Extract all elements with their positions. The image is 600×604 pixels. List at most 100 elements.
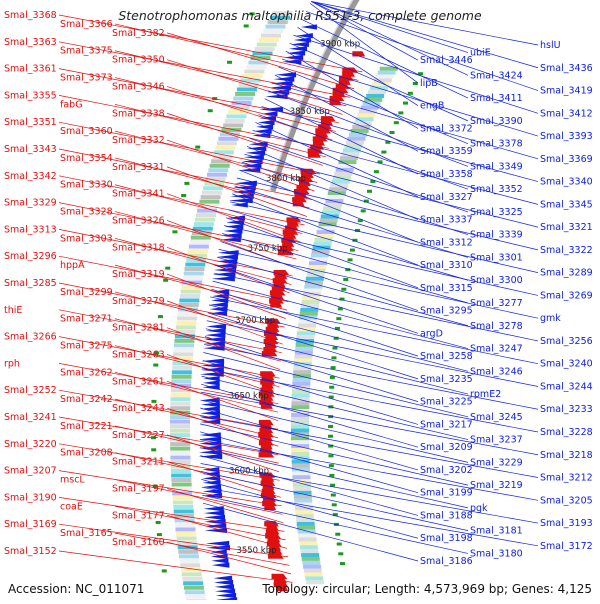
reverse-gene-arrow <box>293 37 311 43</box>
reverse-gene-label: Smal_3340 <box>540 177 593 188</box>
feature-stripe-inner <box>319 218 338 223</box>
forward-gene-label: Smal_3329 <box>4 198 57 209</box>
forward-gene-connector <box>166 112 323 166</box>
feature-stripe-inner <box>347 136 366 141</box>
feature-stripe-inner <box>360 105 379 110</box>
reverse-gene-label: Smal_3278 <box>470 321 523 332</box>
feature-stripe <box>192 226 213 231</box>
reverse-gene-connector <box>258 114 469 190</box>
gc-marker <box>336 317 342 321</box>
feature-stripe <box>172 356 193 361</box>
feature-stripe-inner <box>291 451 310 456</box>
feature-stripe <box>175 329 196 334</box>
forward-gene-label: Smal_3338 <box>112 108 165 119</box>
feature-stripe <box>180 289 201 294</box>
forward-gene-arrow <box>307 148 324 154</box>
feature-stripe <box>208 168 229 173</box>
reverse-gene-connector <box>252 130 539 205</box>
feature-stripe-inner <box>296 335 315 340</box>
forward-gene-label: Smal_3243 <box>112 403 165 414</box>
reverse-gene-label: Smal_3369 <box>540 154 593 165</box>
feature-stripe-inner <box>291 467 310 472</box>
reverse-gene-arrow <box>211 276 235 282</box>
feature-stripe <box>261 33 282 38</box>
reverse-gene-arrow <box>206 545 231 551</box>
gc-marker <box>332 513 338 517</box>
gc-marker <box>355 228 361 232</box>
scale-label: 3750 kbp <box>248 244 288 254</box>
feature-stripe <box>171 487 192 492</box>
feature-stripe <box>178 554 199 559</box>
reverse-gene-label: lipB <box>420 78 438 89</box>
forward-gene-label: Smal_3343 <box>4 144 57 155</box>
gc-marker-outer <box>184 181 190 185</box>
reverse-gene-arrow <box>286 50 306 56</box>
forward-gene-connector <box>58 523 289 558</box>
forward-gene-arrow <box>335 83 350 89</box>
forward-gene-label: Smal_3152 <box>4 546 57 557</box>
reverse-gene-arrow <box>202 493 223 499</box>
feature-stripe <box>213 150 234 155</box>
forward-gene-label: Smal_3332 <box>112 135 165 146</box>
feature-stripe <box>197 208 218 213</box>
forward-gene-label: Smal_3197 <box>112 483 165 494</box>
forward-gene-arrow <box>283 233 297 239</box>
reverse-gene-connector <box>311 1 539 46</box>
reverse-gene-connector <box>200 463 539 524</box>
feature-stripe <box>170 451 191 456</box>
reverse-gene-connector <box>311 1 539 69</box>
reverse-gene-connector <box>230 201 539 273</box>
reverse-gene-connector <box>239 169 419 243</box>
feature-stripe <box>172 495 193 500</box>
feature-stripe-inner <box>297 331 316 336</box>
forward-gene-label: thiE <box>4 305 22 316</box>
feature-stripe-inner <box>305 276 324 281</box>
feature-stripe <box>181 284 202 289</box>
reverse-gene-arrow <box>198 454 223 460</box>
feature-stripe <box>187 253 208 258</box>
forward-gene-label: Smal_3355 <box>4 90 57 101</box>
feature-stripe <box>173 343 194 348</box>
forward-gene-connector <box>114 371 279 413</box>
feature-stripe-inner <box>323 206 342 211</box>
feature-stripe <box>170 397 191 402</box>
feature-stripe <box>258 38 279 43</box>
reverse-gene-label: Smal_3245 <box>470 412 523 423</box>
reverse-gene-arrow <box>271 80 293 87</box>
forward-gene-arrow <box>342 71 355 77</box>
feature-stripe <box>170 460 191 465</box>
reverse-gene-label: Smal_3256 <box>540 336 593 347</box>
reverse-gene-connector <box>202 494 469 554</box>
gc-marker <box>331 503 337 507</box>
forward-gene-connector <box>58 336 280 379</box>
feature-stripe-inner <box>291 401 310 406</box>
reverse-gene-label: Smal_3289 <box>540 268 593 279</box>
feature-stripe-inner <box>358 109 377 114</box>
feature-stripe-inner <box>294 502 313 507</box>
feature-stripe <box>170 433 191 438</box>
feature-stripe <box>171 478 192 483</box>
reverse-gene-arrow <box>201 397 220 403</box>
reverse-gene-arrow <box>211 558 229 564</box>
feature-stripe <box>175 527 196 532</box>
forward-gene-label: Smal_3263 <box>112 349 165 360</box>
forward-gene-arrow <box>282 229 299 235</box>
gc-marker <box>336 542 342 546</box>
feature-stripe-inner <box>368 90 387 95</box>
feature-stripe <box>248 60 269 65</box>
forward-gene-connector <box>58 550 293 583</box>
reverse-gene-arrow <box>214 263 237 269</box>
feature-stripe <box>228 109 249 114</box>
reverse-gene-connector <box>200 447 469 509</box>
feature-stripe-inner <box>338 160 357 165</box>
forward-gene-arrow <box>292 201 305 207</box>
forward-gene-label: Smal_3326 <box>112 215 165 226</box>
feature-stripe <box>186 258 207 263</box>
feature-stripe-inner <box>312 245 331 250</box>
feature-stripe <box>254 47 275 52</box>
reverse-gene-arrow <box>203 506 224 512</box>
feature-stripe <box>187 249 208 254</box>
feature-stripe-inner <box>310 253 329 258</box>
feature-stripe <box>252 51 273 56</box>
